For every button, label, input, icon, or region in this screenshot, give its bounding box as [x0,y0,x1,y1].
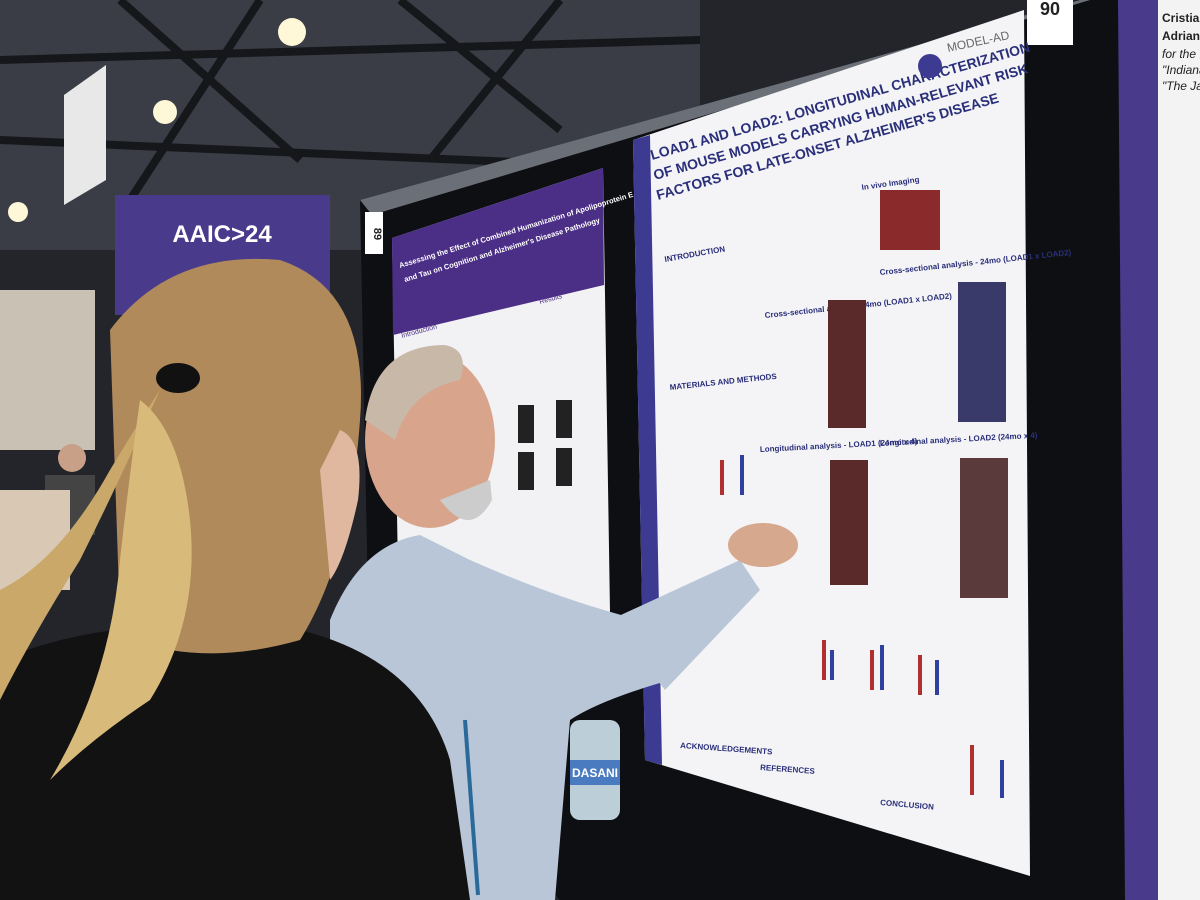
woman-ponytail [0,390,160,700]
banner-title: AAIC>24 [172,221,272,248]
board-number: 89 [371,228,383,240]
man-arm [610,560,760,690]
hanging-sign [64,65,106,205]
poster-left-figures [518,400,572,490]
man-hand [728,523,798,567]
man-beard [440,480,492,520]
light [153,100,177,124]
bottle-text: DASANI [572,766,618,780]
poster-right-text: "Indiana U [1162,63,1200,77]
poster-right [1158,0,1200,900]
lanyard [463,719,480,896]
person-background [58,444,86,472]
poster-section: REFERENCES [760,763,816,776]
man-hair [365,345,463,440]
board-number-tag [1027,0,1073,45]
bottle-label [570,760,620,785]
hair-tie [156,363,200,393]
poster-right-text: Cristian [1162,11,1200,25]
light [278,18,306,46]
poster-logo-icon [918,54,942,78]
brain-images [828,190,1008,598]
poster-left-header [392,168,604,335]
poster-right-text: "The Jacks [1162,79,1200,93]
woman-ponytail [50,400,192,780]
bar-figures [720,455,1004,798]
light [8,202,28,222]
trusses [0,0,701,203]
wall [0,290,95,450]
woman-face [320,430,360,580]
board-number: 90 [1040,0,1060,19]
board-number-tag [365,212,383,254]
poster-right-text: Adrian C [1162,29,1200,43]
poster-right-text: for the IU [1162,47,1200,61]
